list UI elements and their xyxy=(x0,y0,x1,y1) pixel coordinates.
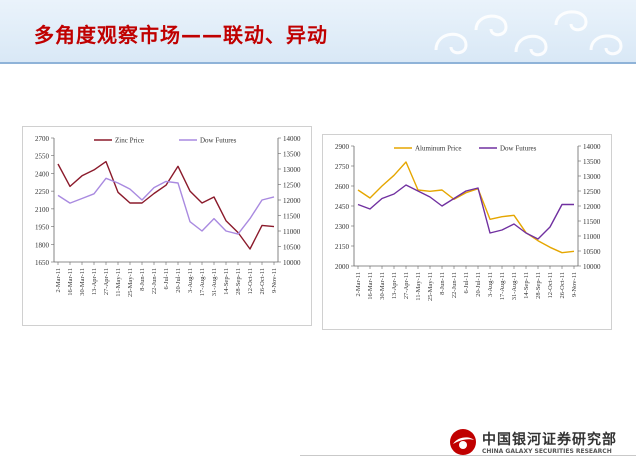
y-tick-label: 2300 xyxy=(335,223,350,231)
y-tick-label: 2550 xyxy=(35,153,50,161)
page-title: 多角度观察市场——联动、异动 xyxy=(34,23,328,47)
x-tick-label: 8-Jun-11 xyxy=(439,272,446,295)
y2-tick-label: 12500 xyxy=(583,188,601,196)
x-tick-label: 2-Mar-11 xyxy=(55,268,62,293)
chart-frame xyxy=(322,134,612,330)
series-line-dow-futures xyxy=(357,184,574,240)
slide-header xyxy=(0,0,636,62)
y-tick-label: 1800 xyxy=(35,241,50,249)
x-tick-label: 6-Jul-11 xyxy=(463,272,470,293)
series-line-primary xyxy=(57,160,275,250)
x-tick-label: 31-Aug-11 xyxy=(511,272,518,300)
x-tick-label: 30-Mar-11 xyxy=(79,268,86,296)
legend-label: Zinc Price xyxy=(115,137,144,145)
header-divider xyxy=(0,62,636,64)
y-tick-label: 2900 xyxy=(335,143,350,151)
x-tick-label: 20-Jul-11 xyxy=(175,268,182,293)
x-tick-label: 11-May-11 xyxy=(415,272,422,301)
x-tick-label: 17-Aug-11 xyxy=(199,268,206,296)
x-tick-label: 17-Aug-11 xyxy=(499,272,506,300)
y-tick-label: 2100 xyxy=(35,206,50,214)
y-tick-label: 2600 xyxy=(335,183,350,191)
footer-divider xyxy=(300,455,636,456)
x-tick-label: 14-Sep-11 xyxy=(523,272,530,299)
series-line-primary xyxy=(357,161,575,254)
x-tick-label: 25-May-11 xyxy=(127,268,134,297)
x-tick-label: 13-Apr-11 xyxy=(391,272,398,299)
x-tick-label: 8-Jun-11 xyxy=(139,268,146,291)
brand-name-en: CHINA GALAXY SECURITIES RESEARCH xyxy=(482,448,612,455)
y2-tick-label: 11000 xyxy=(283,228,301,236)
galaxy-logo-icon xyxy=(450,429,476,455)
y2-tick-label: 11000 xyxy=(583,233,601,241)
x-tick-label: 27-Apr-11 xyxy=(403,272,410,299)
y2-tick-label: 12000 xyxy=(283,197,301,205)
x-tick-label: 2-Mar-11 xyxy=(355,272,362,297)
y2-tick-label: 10500 xyxy=(283,244,301,252)
x-tick-label: 13-Apr-11 xyxy=(91,268,98,295)
y-tick-label: 1650 xyxy=(35,259,50,267)
zinc-vs-dow-chart: 1650 1800 1950 2100 2250 2400 2550 2700 10000 105… xyxy=(22,126,312,326)
aluminum-vs-dow-chart: 2000 2150 2300 2450 2600 2750 2900 10000 10500 11… xyxy=(322,134,612,330)
y2-tick-label: 10000 xyxy=(583,263,601,271)
y2-tick-label: 11500 xyxy=(583,218,601,226)
y2-tick-label: 13500 xyxy=(583,158,601,166)
x-tick-label: 20-Jul-11 xyxy=(475,272,482,297)
y2-tick-label: 12000 xyxy=(583,203,601,211)
brand-name-cn: 中国银河证券研究部 xyxy=(482,432,617,448)
y2-tick-label: 13000 xyxy=(583,173,601,181)
y-tick-label: 2250 xyxy=(35,188,50,196)
x-tick-label: 9-Nov-11 xyxy=(571,272,578,297)
y2-tick-label: 12500 xyxy=(283,182,301,190)
y-tick-label: 2000 xyxy=(335,263,350,271)
x-tick-label: 9-Nov-11 xyxy=(271,268,278,293)
x-tick-label: 6-Jul-11 xyxy=(163,268,170,289)
y2-tick-label: 10000 xyxy=(283,259,301,267)
y-tick-label: 1950 xyxy=(35,224,50,232)
x-tick-label: 28-Sep-11 xyxy=(235,268,242,295)
y-tick-label: 2450 xyxy=(335,203,350,211)
series-line-dow-futures xyxy=(57,177,275,235)
x-tick-label: 26-Oct-11 xyxy=(259,268,266,294)
x-tick-label: 12-Oct-11 xyxy=(547,272,554,298)
x-tick-label: 31-Aug-11 xyxy=(211,268,218,296)
x-tick-label: 16-Mar-11 xyxy=(67,268,74,296)
x-tick-label: 27-Apr-11 xyxy=(103,268,110,295)
y-tick-label: 2400 xyxy=(35,170,50,178)
x-tick-label: 11-May-11 xyxy=(115,268,122,297)
y2-tick-label: 13500 xyxy=(283,151,301,159)
x-tick-label: 22-Jun-11 xyxy=(451,272,458,298)
y-tick-label: 2700 xyxy=(35,135,50,143)
x-tick-label: 12-Oct-11 xyxy=(247,268,254,294)
x-tick-label: 26-Oct-11 xyxy=(559,272,566,298)
legend-label: Aluminum Price xyxy=(415,145,461,153)
x-tick-label: 3-Aug-11 xyxy=(487,272,494,297)
y-tick-label: 2750 xyxy=(335,163,350,171)
x-tick-label: 16-Mar-11 xyxy=(367,272,374,300)
x-tick-label: 28-Sep-11 xyxy=(535,272,542,299)
y2-tick-label: 10500 xyxy=(583,248,601,256)
y2-tick-label: 14000 xyxy=(583,143,601,151)
x-tick-label: 30-Mar-11 xyxy=(379,272,386,300)
x-tick-label: 14-Sep-11 xyxy=(223,268,230,295)
x-tick-label: 3-Aug-11 xyxy=(187,268,194,293)
y2-tick-label: 14000 xyxy=(283,135,301,143)
legend-label: Dow Futures xyxy=(500,145,537,153)
y-tick-label: 2150 xyxy=(335,243,350,251)
cloud-pattern-decoration xyxy=(434,10,623,57)
legend-label: Dow Futures xyxy=(200,137,237,145)
x-tick-label: 25-May-11 xyxy=(427,272,434,301)
y2-tick-label: 13000 xyxy=(283,166,301,174)
y2-tick-label: 11500 xyxy=(283,213,301,221)
x-tick-label: 22-Jun-11 xyxy=(151,268,158,294)
